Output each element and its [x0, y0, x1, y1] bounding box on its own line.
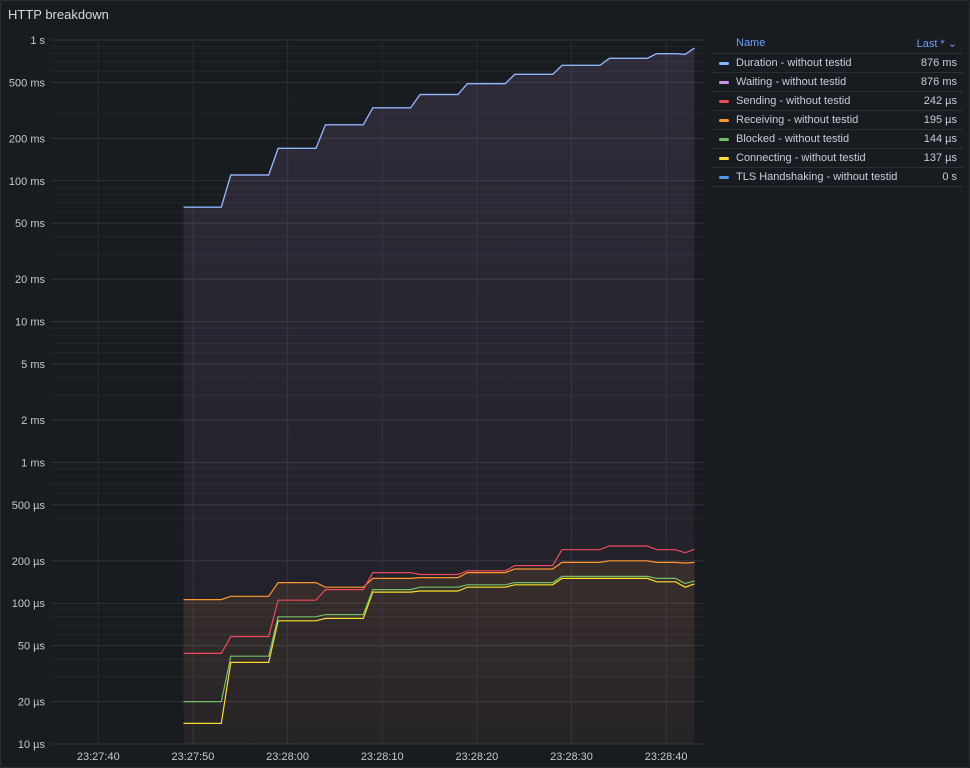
- series-color-swatch[interactable]: [719, 118, 729, 122]
- legend-item[interactable]: Duration - without testid 876 ms: [713, 54, 963, 73]
- legend-item-last: 0 s: [942, 171, 957, 183]
- y-tick-label: 10 ms: [15, 317, 45, 329]
- legend-rows: Duration - without testid 876 ms Waiting -…: [713, 54, 963, 187]
- y-tick-label: 500 ms: [9, 77, 46, 89]
- legend-name-header[interactable]: Name: [736, 37, 766, 49]
- legend-item[interactable]: TLS Handshaking - without testid 0 s: [713, 168, 963, 187]
- legend-item-last: 876 ms: [920, 76, 957, 88]
- series-line: [183, 47, 695, 208]
- legend-last-header[interactable]: Last * ⌄: [916, 37, 957, 50]
- series-area: [183, 560, 695, 744]
- x-tick-label: 23:28:00: [266, 751, 309, 763]
- legend-header: Name Last * ⌄: [713, 33, 963, 54]
- series-color-swatch[interactable]: [719, 175, 729, 179]
- legend-table: Name Last * ⌄ Duration - without testid 8…: [713, 33, 963, 187]
- y-tick-label: 50 ms: [15, 218, 45, 230]
- legend-item[interactable]: Waiting - without testid 876 ms: [713, 73, 963, 92]
- x-tick-label: 23:27:40: [77, 751, 120, 763]
- y-tick-label: 200 µs: [12, 556, 46, 568]
- x-tick-label: 23:28:10: [361, 751, 404, 763]
- y-tick-label: 100 ms: [9, 176, 46, 188]
- legend-item-name: Duration - without testid: [736, 57, 852, 69]
- y-tick-label: 1 ms: [21, 457, 45, 469]
- y-tick-label: 200 ms: [9, 133, 46, 145]
- series-line: [183, 545, 695, 654]
- series-color-swatch[interactable]: [719, 99, 729, 103]
- legend-item[interactable]: Receiving - without testid 195 µs: [713, 111, 963, 130]
- y-tick-label: 100 µs: [12, 598, 46, 610]
- x-tick-label: 23:27:50: [172, 751, 215, 763]
- legend-item-name: Connecting - without testid: [736, 152, 866, 164]
- y-tick-label: 2 ms: [21, 415, 45, 427]
- y-tick-label: 50 µs: [18, 641, 46, 653]
- series-color-swatch[interactable]: [719, 137, 729, 141]
- legend-item-name: Receiving - without testid: [736, 114, 859, 126]
- legend-item-last: 144 µs: [923, 133, 957, 145]
- series-color-swatch[interactable]: [719, 156, 729, 160]
- legend-item-last: 242 µs: [923, 95, 957, 107]
- series-color-swatch[interactable]: [719, 80, 729, 84]
- legend-item-last: 876 ms: [920, 57, 957, 69]
- y-tick-label: 5 ms: [21, 359, 45, 371]
- x-tick-label: 23:28:20: [455, 751, 498, 763]
- panel-title[interactable]: HTTP breakdown: [8, 7, 109, 22]
- y-tick-label: 500 µs: [12, 500, 46, 512]
- legend-item-name: TLS Handshaking - without testid: [736, 171, 898, 183]
- y-tick-label: 10 µs: [18, 739, 46, 751]
- legend-item-last: 137 µs: [923, 152, 957, 164]
- series-line: [183, 577, 695, 724]
- y-tick-label: 20 µs: [18, 697, 46, 709]
- series-line: [183, 560, 695, 601]
- series-line: [183, 575, 695, 703]
- series-color-swatch[interactable]: [719, 61, 729, 65]
- legend-item[interactable]: Sending - without testid 242 µs: [713, 92, 963, 111]
- x-tick-label: 23:28:40: [645, 751, 688, 763]
- legend-item-last: 195 µs: [923, 114, 957, 126]
- legend-item[interactable]: Blocked - without testid 144 µs: [713, 130, 963, 149]
- y-tick-label: 1 s: [30, 35, 45, 47]
- legend-item-name: Sending - without testid: [736, 95, 851, 107]
- legend-item-name: Blocked - without testid: [736, 133, 850, 145]
- y-tick-label: 20 ms: [15, 274, 45, 286]
- legend-item-name: Waiting - without testid: [736, 76, 847, 88]
- x-tick-label: 23:28:30: [550, 751, 593, 763]
- legend-item[interactable]: Connecting - without testid 137 µs: [713, 149, 963, 168]
- chevron-down-icon: ⌄: [947, 37, 957, 50]
